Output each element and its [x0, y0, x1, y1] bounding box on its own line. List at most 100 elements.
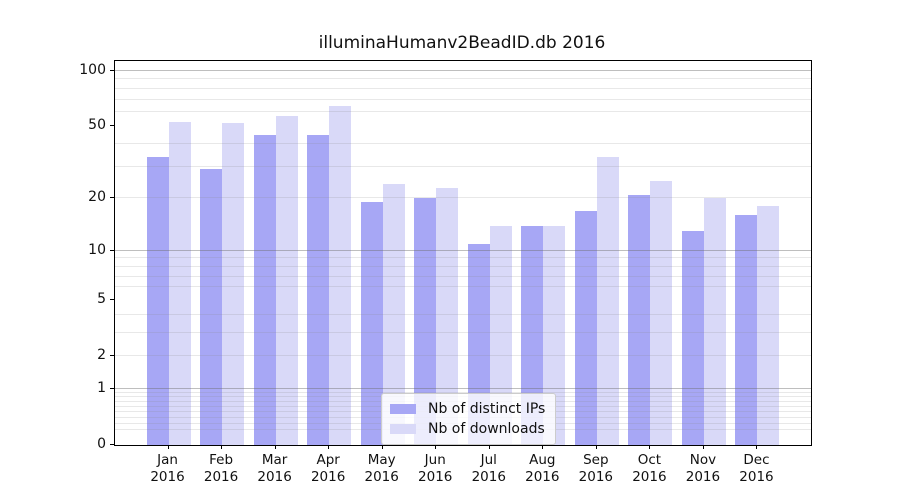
y-tick-label: 5: [97, 290, 106, 307]
bar-mar-downloads: [275, 115, 298, 445]
x-tick-mark: [435, 445, 437, 449]
legend-row: Nb of distinct IPs: [390, 399, 545, 419]
y-tick-mark: [110, 197, 114, 199]
minor-gridline: [115, 110, 811, 112]
y-tick-label: 100: [79, 62, 106, 78]
bar-aug-downloads: [543, 225, 566, 445]
x-tick-month: Nov: [689, 452, 717, 468]
y-tick-mark: [110, 387, 114, 389]
x-tick-year: 2016: [471, 469, 506, 485]
y-tick-mark: [110, 125, 114, 127]
y-tick-label: 0: [97, 436, 106, 452]
minor-gridline: [115, 78, 811, 80]
bar-oct-ips: [628, 194, 651, 445]
x-tick-mark: [221, 445, 223, 449]
legend-row: Nb of downloads: [390, 419, 545, 439]
bar-sep-ips: [574, 210, 597, 445]
major-gridline: [115, 387, 811, 389]
y-tick-label: 2: [97, 346, 106, 363]
bar-feb-downloads: [222, 123, 245, 445]
legend-swatch: [390, 404, 416, 414]
bar-sep-downloads: [596, 156, 619, 445]
bar-aug-ips: [521, 225, 544, 445]
bar-feb-ips: [200, 169, 223, 445]
bar-jun-downloads: [436, 187, 459, 445]
x-tick-year: 2016: [257, 469, 292, 485]
x-tick-label: Nov 2016: [671, 452, 735, 486]
x-tick-month: Aug: [529, 452, 556, 468]
legend-label: Nb of downloads: [428, 421, 545, 437]
x-tick-mark: [649, 445, 651, 449]
bar-dec-downloads: [757, 206, 780, 445]
x-tick-year: 2016: [364, 469, 399, 485]
bar-jan-downloads: [168, 121, 191, 445]
x-tick-year: 2016: [310, 469, 346, 485]
y-tick-mark: [110, 70, 114, 71]
x-tick-mark: [381, 445, 383, 449]
x-tick-label: May 2016: [350, 452, 414, 486]
legend: Nb of distinct IPs Nb of downloads: [381, 393, 557, 445]
bar-apr-downloads: [329, 105, 352, 445]
y-tick-mark: [110, 298, 114, 300]
x-tick-month: Apr: [316, 452, 340, 468]
y-tick-label: 1: [97, 379, 106, 396]
x-tick-label: Feb 2016: [189, 452, 253, 486]
minor-gridline: [115, 257, 811, 259]
bar-oct-downloads: [650, 181, 673, 445]
legend-label: Nb of distinct IPs: [428, 401, 546, 417]
x-tick-mark: [756, 445, 758, 449]
x-tick-month: Feb: [209, 452, 234, 468]
minor-gridline: [115, 165, 811, 167]
minor-gridline: [115, 392, 811, 393]
plot-area: Nb of distinct IPs Nb of downloads: [114, 60, 812, 446]
x-tick-label: Sep 2016: [564, 452, 628, 486]
x-tick-year: 2016: [578, 469, 614, 485]
minor-gridline: [115, 286, 811, 288]
minor-gridline: [115, 265, 811, 267]
y-tick-mark: [110, 444, 114, 445]
x-tick-label: Dec 2016: [724, 452, 788, 486]
minor-gridline: [115, 87, 811, 89]
bar-jul-downloads: [489, 225, 512, 445]
y-tick-label: 20: [88, 189, 106, 206]
x-tick-month: Mar: [261, 452, 288, 468]
x-tick-year: 2016: [150, 469, 185, 485]
x-tick-month: Jan: [157, 452, 178, 468]
bar-mar-ips: [253, 134, 276, 445]
bar-may-ips: [360, 202, 383, 445]
x-tick-label: Jul 2016: [457, 452, 521, 486]
x-tick-year: 2016: [632, 469, 667, 485]
bar-nov-ips: [681, 231, 704, 445]
x-tick-mark: [328, 445, 330, 449]
x-tick-label: Mar 2016: [243, 452, 307, 486]
bar-apr-ips: [307, 134, 330, 445]
x-tick-year: 2016: [203, 469, 239, 485]
x-tick-label: Oct 2016: [617, 452, 681, 486]
x-tick-label: Jun 2016: [403, 452, 467, 486]
y-tick-mark: [110, 354, 114, 356]
x-tick-month: Jun: [424, 452, 446, 468]
bar-dec-ips: [735, 215, 758, 445]
x-tick-label: Apr 2016: [296, 452, 360, 486]
major-gridline: [115, 70, 811, 71]
x-tick-label: Jan 2016: [136, 452, 200, 486]
x-tick-mark: [702, 445, 704, 449]
minor-gridline: [115, 331, 811, 333]
minor-gridline: [115, 143, 811, 145]
x-tick-month: Jul: [480, 452, 497, 468]
y-tick-label: 10: [88, 241, 106, 258]
x-tick-year: 2016: [418, 469, 453, 485]
x-tick-mark: [167, 445, 169, 449]
y-tick-mark: [110, 249, 114, 251]
x-tick-month: Oct: [637, 452, 662, 468]
minor-gridline: [115, 313, 811, 315]
x-tick-year: 2016: [525, 469, 560, 485]
chart-title: illuminaHumanv2BeadID.db 2016: [318, 33, 606, 53]
x-tick-mark: [542, 445, 544, 449]
minor-gridline: [115, 197, 811, 199]
major-gridline: [115, 249, 811, 251]
y-tick-label: 50: [88, 117, 106, 134]
x-tick-mark: [595, 445, 597, 449]
bar-jun-ips: [414, 198, 437, 445]
